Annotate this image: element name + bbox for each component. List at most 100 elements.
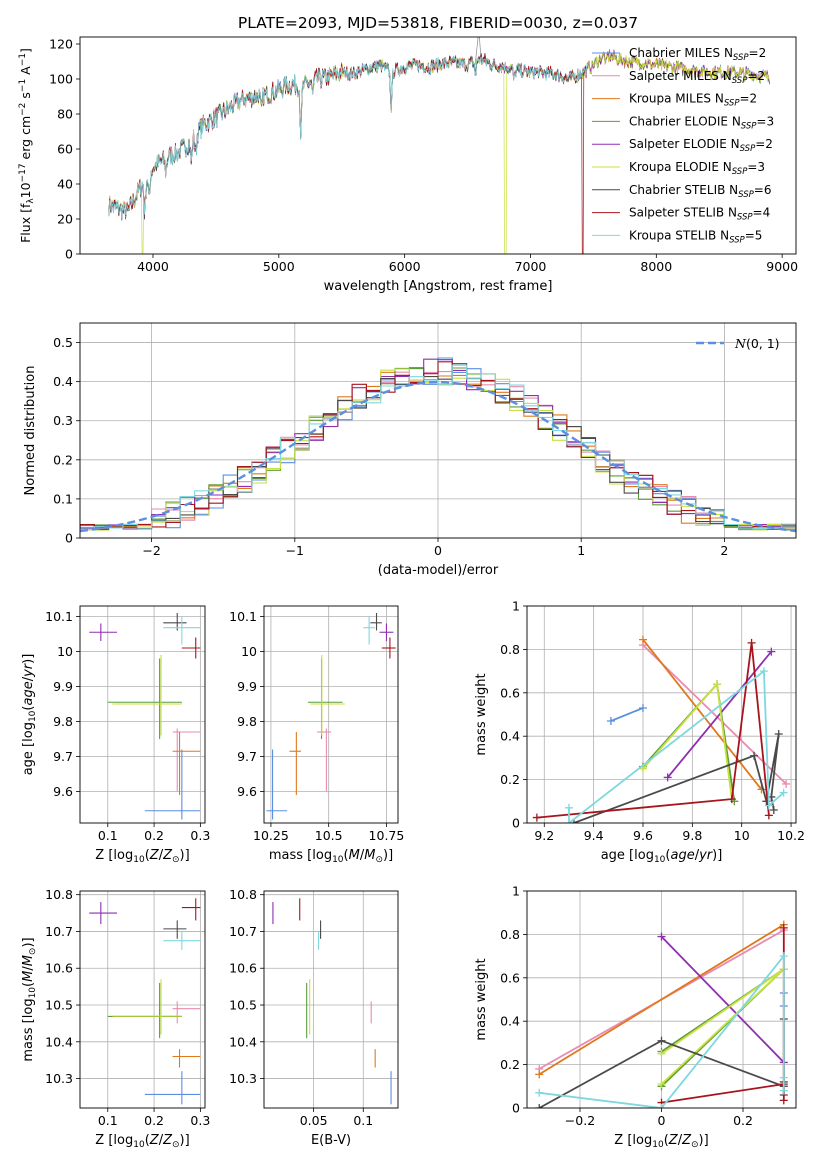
- legend-entry: Chabrier STELIB NSSP=6: [629, 183, 771, 200]
- legend-entry: Kroupa MILES NSSP=2: [629, 92, 757, 109]
- spectrum-spike: [474, 37, 482, 66]
- y-tick-label: 10.4: [229, 1034, 257, 1049]
- x-tick-label: 0.05: [300, 1113, 328, 1128]
- y-axis-label: mass weight: [474, 673, 489, 755]
- x-tick-label: 10.25: [253, 828, 289, 843]
- axes-frame: [79, 322, 797, 539]
- histogram-step: [80, 364, 796, 531]
- y-axis-label: Flux [fλ10−17 erg cm−2 s−1 A−1]: [18, 48, 36, 243]
- ssp-marker: [638, 635, 647, 644]
- y-tick-label: 10.3: [45, 1071, 73, 1086]
- y-tick-label: 0.4: [53, 374, 73, 389]
- ssp-marker: [638, 703, 647, 712]
- plot-area: [108, 37, 770, 254]
- ssp-line: [667, 651, 772, 778]
- ssp-marker: [747, 638, 756, 647]
- ssp-marker: [657, 1104, 666, 1108]
- y-tick-label: 10.5: [229, 998, 257, 1013]
- legend-entry: Chabrier ELODIE NSSP=3: [629, 114, 774, 131]
- x-tick-label: 9.6: [633, 828, 653, 843]
- y-tick-label: 0.5: [53, 335, 73, 350]
- y-tick-label: 0.2: [500, 772, 520, 787]
- plot-area: [535, 920, 788, 1108]
- x-tick-label: −0.2: [565, 1113, 595, 1128]
- x-tick-label: 10.75: [369, 828, 405, 843]
- ssp-line: [642, 682, 733, 800]
- ssp-line: [610, 707, 644, 722]
- x-tick-label: 10.2: [777, 828, 805, 843]
- y-tick-label: 120: [49, 37, 73, 52]
- plot-area: [272, 898, 392, 1105]
- x-tick-label: 0.1: [353, 1113, 373, 1128]
- y-tick-label: 0: [65, 247, 73, 262]
- legend-entry: Salpeter MILES NSSP=2: [629, 69, 765, 86]
- ssp-marker: [535, 1104, 544, 1108]
- x-tick-label: 0.3: [190, 1113, 210, 1128]
- y-tick-label: 40: [57, 177, 73, 192]
- ssp-marker: [606, 717, 615, 726]
- axes-weight-vs-age: 9.2 9.4 9.6 9.8 10 10.2 0 0.2 0.4 0.6 0.8 1 age [log…: [474, 599, 805, 866]
- axis-layer: 0.1 0.2 0.3 9.6 9.7 9.8 9.9 10 10.1 Z [log10(Z/Z⊙…: [21, 605, 210, 865]
- ssp-marker: [657, 1036, 666, 1045]
- legend-entry: Kroupa STELIB NSSP=5: [629, 228, 762, 245]
- x-tick-label: 10.5: [315, 828, 343, 843]
- y-tick-label: 20: [57, 212, 73, 227]
- plot-area: [266, 613, 396, 820]
- plot-area: [89, 613, 201, 820]
- ssp-marker: [727, 795, 736, 804]
- ssp-marker: [764, 801, 773, 810]
- axes-frame: [263, 890, 399, 1109]
- axis-layer: 10.25 10.5 10.75 9.6 9.7 9.8 9.9 10 10.1 mass [lo…: [229, 605, 405, 865]
- y-tick-label: 10.8: [229, 887, 257, 902]
- axes-age-vs-mass: 10.25 10.5 10.75 9.6 9.7 9.8 9.9 10 10.1 mass [lo…: [229, 605, 405, 865]
- ssp-line: [642, 682, 736, 802]
- ssp-marker: [663, 773, 672, 782]
- ssp-marker: [713, 680, 722, 689]
- histogram-step: [80, 361, 796, 531]
- y-tick-label: 10: [241, 644, 257, 659]
- y-tick-label: 9.7: [53, 749, 73, 764]
- y-tick-label: 9.9: [53, 679, 73, 694]
- y-tick-label: 0.1: [53, 491, 73, 506]
- x-tick-label: 5000: [263, 259, 295, 274]
- ssp-marker: [779, 952, 788, 961]
- x-axis-label: Z [log10(Z/Z⊙)]: [95, 1133, 189, 1150]
- plot-area: [532, 635, 791, 823]
- ssp-line: [642, 639, 763, 790]
- x-tick-label: 9.4: [584, 828, 604, 843]
- y-tick-label: 9.6: [237, 784, 257, 799]
- ssp-marker: [569, 819, 578, 823]
- ssp-marker: [564, 819, 573, 823]
- ssp-line: [661, 927, 785, 1104]
- x-tick-label: 6000: [389, 259, 421, 274]
- y-axis-label: age [log10(age/yr)]: [21, 654, 38, 776]
- y-tick-label: 0.2: [53, 452, 73, 467]
- y-tick-label: 0: [512, 816, 520, 831]
- ssp-line: [538, 923, 785, 1076]
- x-tick-label: 1: [577, 543, 585, 558]
- y-tick-label: 9.8: [237, 714, 257, 729]
- y-axis-label: Normed distribution: [23, 366, 38, 496]
- y-tick-label: 0.4: [500, 1014, 520, 1029]
- ssp-line: [536, 642, 770, 819]
- plot-area: [80, 357, 796, 533]
- ssp-line: [642, 644, 787, 785]
- x-tick-label: −2: [142, 543, 160, 558]
- y-tick-label: 9.7: [237, 749, 257, 764]
- ssp-marker: [774, 730, 783, 739]
- x-tick-label: 0.1: [98, 828, 118, 843]
- x-tick-label: 8000: [640, 259, 672, 274]
- x-tick-label: −1: [286, 543, 304, 558]
- y-tick-label: 9.9: [237, 679, 257, 694]
- ssp-marker: [779, 1096, 788, 1105]
- ssp-line: [568, 669, 785, 823]
- figure-title: PLATE=2093, MJD=53818, FIBERID=0030, z=0…: [238, 14, 638, 32]
- legend-entry: Salpeter STELIB NSSP=4: [629, 206, 770, 223]
- x-tick-label: 2: [720, 543, 728, 558]
- x-axis-label: E(B-V): [311, 1133, 351, 1148]
- axis-layer: −0.2 0 0.2 0 0.2 0.4 0.6 0.8 1 Z [log10(Z/Z⊙)] mas…: [474, 884, 797, 1150]
- x-tick-label: 0.1: [98, 1113, 118, 1128]
- y-tick-label: 60: [57, 142, 73, 157]
- axes-spectrum: 4000 5000 6000 7000 8000 9000 0 20 40 60 80 100 120 w…: [18, 37, 798, 295]
- ssp-marker: [757, 785, 766, 794]
